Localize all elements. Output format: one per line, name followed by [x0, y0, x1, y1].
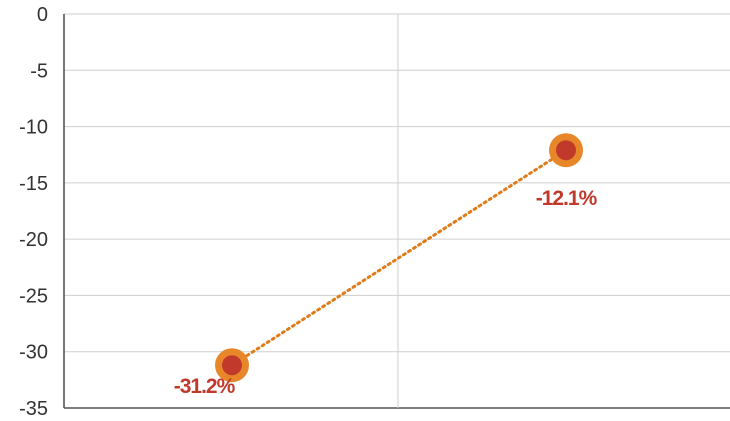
y-tick-label: -35: [19, 398, 48, 420]
data-point-1: [215, 348, 249, 383]
y-tick-label: -15: [19, 173, 48, 195]
marker-dot: [222, 355, 242, 376]
markers: [215, 133, 583, 383]
data-point-2: [549, 133, 583, 168]
data-labels: -31.2% -12.1%: [174, 187, 599, 398]
y-axis-ticks: 0 -5 -10 -15 -20 -25 -30 -35: [19, 4, 48, 420]
grid: [64, 13, 730, 409]
marker-dot: [556, 140, 576, 161]
y-tick-label: -10: [19, 117, 48, 139]
y-tick-label: -30: [19, 342, 48, 364]
data-label-1: -31.2%: [174, 375, 236, 398]
series-line: [230, 148, 568, 367]
series: [230, 148, 568, 367]
y-tick-label: -25: [19, 285, 48, 307]
y-tick-label: -20: [19, 229, 48, 251]
y-tick-label: -5: [30, 60, 48, 82]
y-tick-label: 0: [37, 4, 48, 26]
data-label-2: -12.1%: [536, 187, 598, 210]
